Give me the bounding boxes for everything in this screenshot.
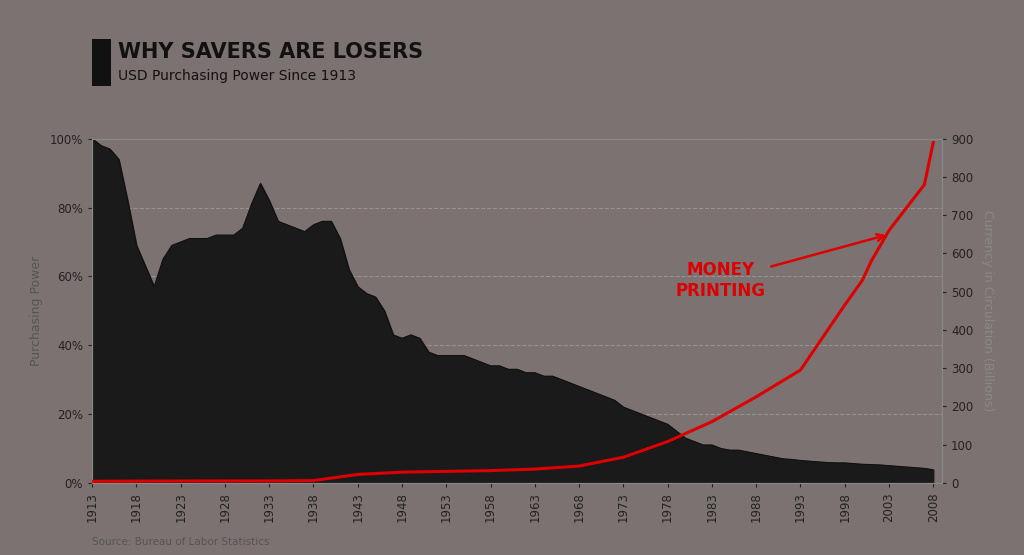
Y-axis label: Purchasing Power: Purchasing Power — [30, 256, 43, 366]
Text: MONEY
PRINTING: MONEY PRINTING — [676, 234, 884, 300]
Text: USD Purchasing Power Since 1913: USD Purchasing Power Since 1913 — [118, 69, 355, 83]
Y-axis label: Currency in Circulation (Billions): Currency in Circulation (Billions) — [981, 210, 994, 411]
Text: Source: Bureau of Labor Statistics: Source: Bureau of Labor Statistics — [92, 537, 269, 547]
Text: WHY SAVERS ARE LOSERS: WHY SAVERS ARE LOSERS — [118, 42, 423, 62]
